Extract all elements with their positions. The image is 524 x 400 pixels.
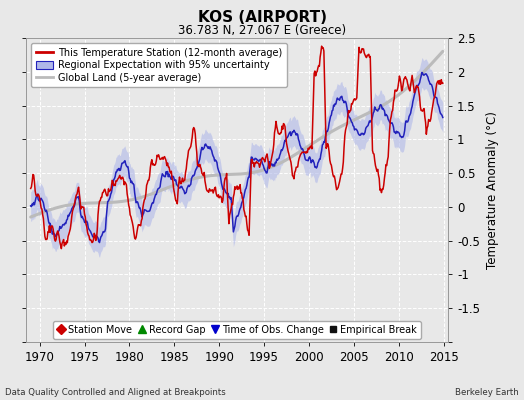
Text: Berkeley Earth: Berkeley Earth [455, 388, 519, 397]
Text: KOS (AIRPORT): KOS (AIRPORT) [198, 10, 326, 25]
Y-axis label: Temperature Anomaly (°C): Temperature Anomaly (°C) [486, 111, 499, 269]
Text: Data Quality Controlled and Aligned at Breakpoints: Data Quality Controlled and Aligned at B… [5, 388, 226, 397]
Legend: Station Move, Record Gap, Time of Obs. Change, Empirical Break: Station Move, Record Gap, Time of Obs. C… [53, 321, 421, 339]
Text: 36.783 N, 27.067 E (Greece): 36.783 N, 27.067 E (Greece) [178, 24, 346, 37]
